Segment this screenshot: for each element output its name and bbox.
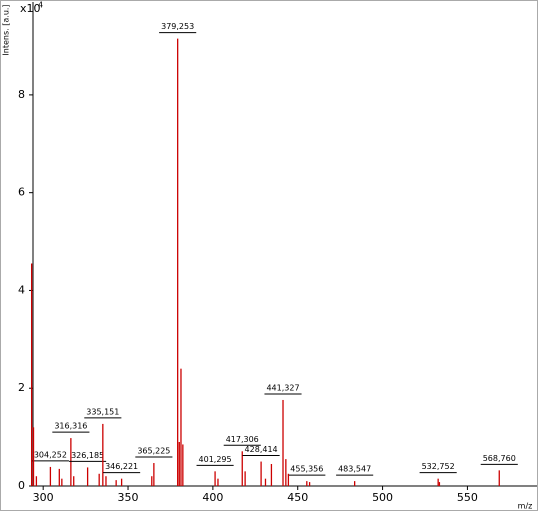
x-tick-label: 350 bbox=[118, 491, 139, 504]
peak-label: 365,225 bbox=[137, 447, 170, 456]
y-scale-label: x10 bbox=[20, 2, 41, 15]
x-axis-label: m/z bbox=[518, 502, 533, 511]
peak-label: 346,221 bbox=[105, 462, 138, 471]
peak-label: 335,151 bbox=[86, 407, 119, 416]
x-tick-label: 300 bbox=[33, 491, 54, 504]
y-tick-label: 4 bbox=[18, 283, 25, 296]
y-tick-label: 0 bbox=[18, 479, 25, 492]
peak-label: 568,760 bbox=[483, 454, 516, 463]
peak-label: 441,327 bbox=[266, 383, 299, 392]
peak-label: 304,252 bbox=[34, 450, 67, 459]
y-tick-label: 2 bbox=[18, 381, 25, 394]
x-tick-label: 450 bbox=[287, 491, 308, 504]
peak-label: 401,295 bbox=[199, 455, 232, 464]
peak-label: 455,356 bbox=[290, 465, 323, 474]
peak-label: 316,316 bbox=[54, 422, 87, 431]
x-tick-label: 400 bbox=[202, 491, 223, 504]
peak-label: 428,414 bbox=[245, 445, 278, 454]
peak-label: 379,253 bbox=[161, 22, 194, 31]
y-tick-label: 8 bbox=[18, 88, 25, 101]
y-scale-exponent: 4 bbox=[38, 1, 43, 10]
peak-label: 326,185 bbox=[71, 451, 104, 460]
x-tick-label: 550 bbox=[457, 491, 478, 504]
y-axis-label: Intens. [a.u.] bbox=[2, 4, 11, 55]
peak-label: 483,547 bbox=[338, 465, 371, 474]
x-tick-label: 500 bbox=[372, 491, 393, 504]
y-tick-label: 6 bbox=[18, 186, 25, 199]
peak-label: 417,306 bbox=[226, 435, 259, 444]
peak-label: 532,752 bbox=[422, 462, 455, 471]
